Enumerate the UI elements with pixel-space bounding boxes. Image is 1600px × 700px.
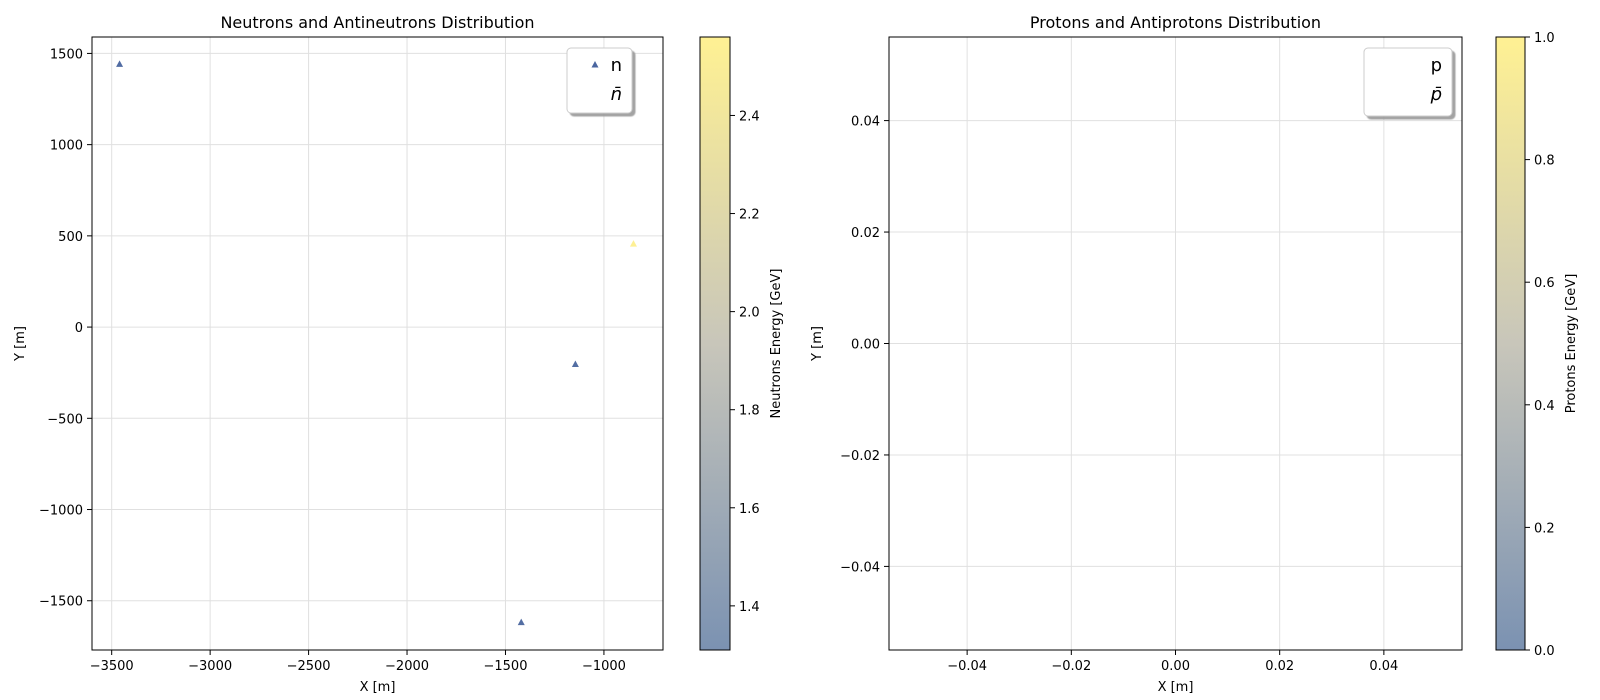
x-tick-label: −0.04 xyxy=(947,659,987,674)
x-tick-label: −1000 xyxy=(582,659,626,674)
data-point-n xyxy=(116,60,124,67)
colorbar: 1.4 1.6 1.8 2.0 2.2 2.4 Neutrons Energy [GeV] xyxy=(699,36,784,651)
chart-title: Protons and Antiprotons Distribution xyxy=(1030,13,1321,32)
legend-box xyxy=(566,47,633,114)
colorbar-tick-label: 0.8 xyxy=(1534,154,1555,169)
colorbar-tick-label: 0.6 xyxy=(1534,276,1555,291)
chart-protons: −0.04 −0.02 0.00 0.02 0.04 0.04 0.02 0.00 −0.02 −… xyxy=(810,13,1579,695)
data-point-n xyxy=(629,240,637,247)
y-tick-label: 500 xyxy=(58,230,83,245)
x-tick-label: 0.02 xyxy=(1265,659,1294,674)
x-tick-label: −1500 xyxy=(483,659,527,674)
legend-marker xyxy=(591,61,599,68)
colorbar-label: Neutrons Energy [GeV] xyxy=(769,269,784,419)
y-tick-label: 0.04 xyxy=(851,115,880,130)
y-tick-label: 1500 xyxy=(50,47,83,62)
y-tick-label: −0.02 xyxy=(840,449,880,464)
x-axis-label: X [m] xyxy=(360,680,396,695)
chart-title: Neutrons and Antineutrons Distribution xyxy=(220,13,534,32)
plot-frame xyxy=(888,36,1463,651)
legend-label: n xyxy=(611,55,622,76)
x-tick-label: −2000 xyxy=(385,659,429,674)
x-tick-label: −0.02 xyxy=(1051,659,1091,674)
x-axis-label: X [m] xyxy=(1158,680,1194,695)
colorbar-tick-label: 2.4 xyxy=(739,109,760,124)
y-tick-label: 0.02 xyxy=(851,226,880,241)
x-tick-label: −3500 xyxy=(90,659,134,674)
colorbar: 0.0 0.2 0.4 0.6 0.8 1.0 Protons Energy [GeV] xyxy=(1495,31,1579,659)
x-tick-label: 0.04 xyxy=(1369,659,1398,674)
colorbar-tick-label: 1.6 xyxy=(739,502,760,517)
y-tick-label: 1000 xyxy=(50,139,83,154)
legend: n n̄ xyxy=(566,47,633,114)
legend-label: p̄ xyxy=(1430,84,1442,105)
colorbar-tick-label: 2.2 xyxy=(739,208,760,223)
colorbar-tick-label: 0.0 xyxy=(1534,644,1555,659)
plot-frame xyxy=(91,36,664,651)
colorbar-label: Protons Energy [GeV] xyxy=(1564,274,1579,414)
legend: p p̄ xyxy=(1363,47,1453,117)
colorbar-tick-label: 2.0 xyxy=(739,306,760,321)
colorbar-tick-label: 0.4 xyxy=(1534,399,1555,414)
data-point-n xyxy=(517,618,525,626)
chart-layer: −3500 −3000 −2500 −2000 −1500 −1000 1500 1000 50… xyxy=(13,13,1579,695)
colorbar-tick-label: 1.0 xyxy=(1534,31,1555,46)
y-tick-label: −1000 xyxy=(39,504,83,519)
y-tick-label: 0 xyxy=(75,321,83,336)
legend-box xyxy=(1363,47,1453,117)
x-tick-label: −3000 xyxy=(188,659,232,674)
y-axis-label: Y [m] xyxy=(13,326,28,362)
colorbar-tick-label: 0.2 xyxy=(1534,521,1555,536)
y-tick-label: −0.04 xyxy=(840,560,880,575)
data-point-n xyxy=(571,360,579,367)
x-tick-label: 0.00 xyxy=(1161,659,1190,674)
legend-label: p xyxy=(1431,55,1442,76)
chart-neutrons: −3500 −3000 −2500 −2000 −1500 −1000 1500 1000 50… xyxy=(13,13,784,695)
colorbar-tick-label: 1.8 xyxy=(739,404,760,419)
y-tick-label: −1500 xyxy=(39,595,83,610)
plot-area xyxy=(92,37,663,650)
legend-label: n̄ xyxy=(611,84,622,105)
x-tick-label: −2500 xyxy=(287,659,331,674)
y-tick-label: 0.00 xyxy=(851,338,880,353)
y-axis-label: Y [m] xyxy=(810,326,825,362)
y-tick-label: −500 xyxy=(47,412,83,427)
colorbar-gradient xyxy=(1495,36,1526,651)
colorbar-tick-label: 1.4 xyxy=(739,600,760,615)
colorbar-gradient xyxy=(699,36,731,651)
